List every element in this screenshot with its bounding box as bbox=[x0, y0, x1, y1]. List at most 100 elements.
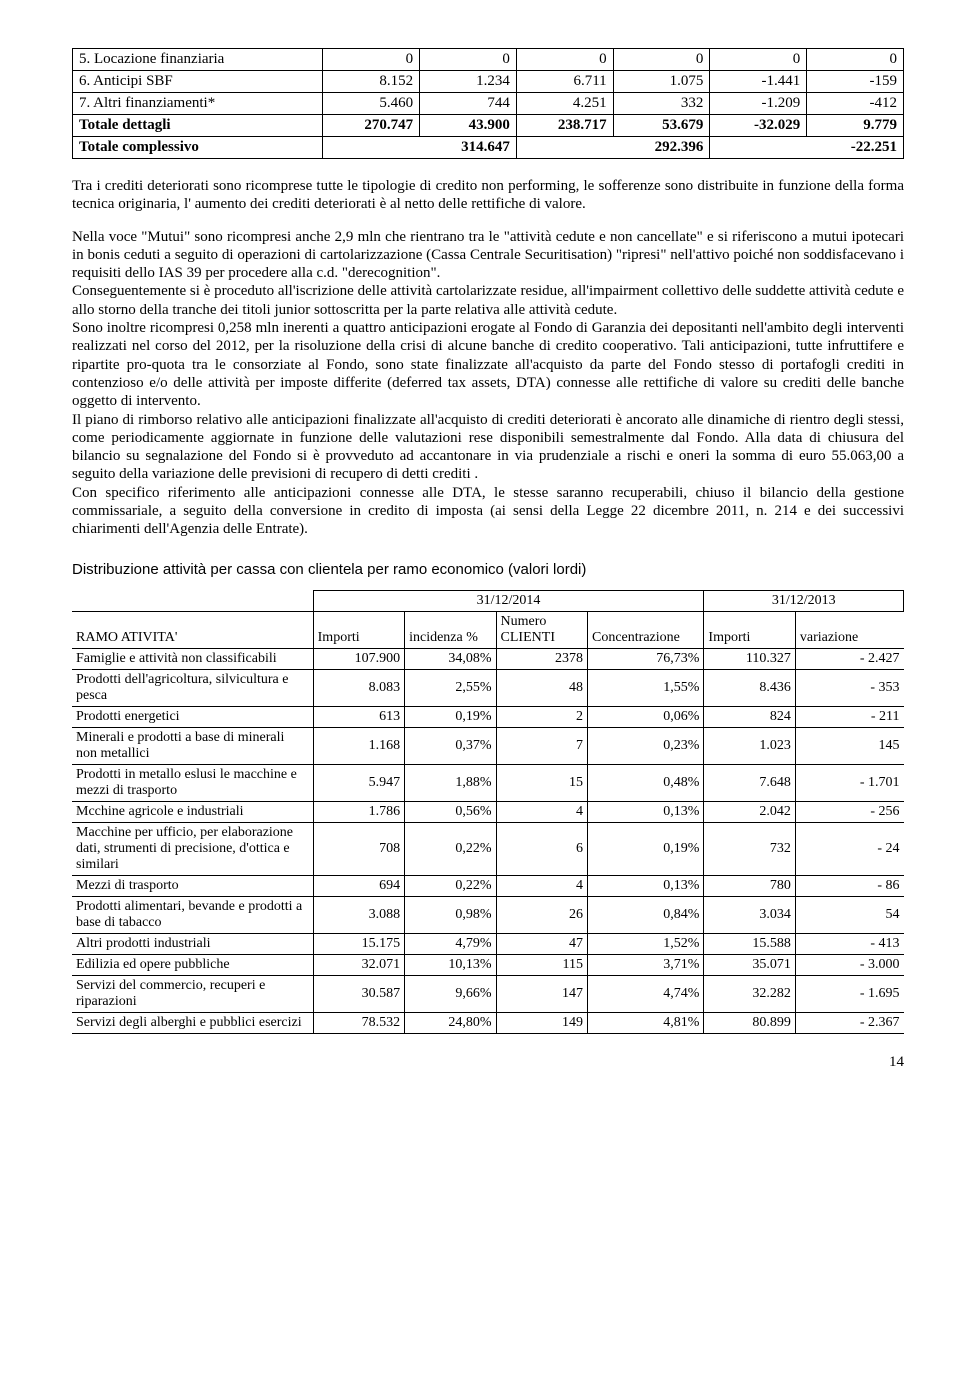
cell-value: 3,71% bbox=[588, 954, 704, 975]
cell-value: 0,56% bbox=[405, 801, 496, 822]
cell-value: - 1.701 bbox=[795, 764, 903, 801]
table-row: Prodotti energetici6130,19%20,06%824- 21… bbox=[72, 706, 904, 727]
cell-value: - 1.695 bbox=[795, 975, 903, 1012]
cell-value: 110.327 bbox=[704, 648, 795, 669]
header-concentrazione: Concentrazione bbox=[588, 611, 704, 648]
cell-value: 292.396 bbox=[516, 137, 710, 159]
paragraph-5: Il piano di rimborso relativo alle antic… bbox=[72, 411, 904, 484]
header-group-2013: 31/12/2013 bbox=[704, 590, 904, 611]
cell-value: 24,80% bbox=[405, 1012, 496, 1033]
cell-value: 694 bbox=[313, 875, 404, 896]
table-row: Mcchine agricole e industriali1.7860,56%… bbox=[72, 801, 904, 822]
table-row: 6. Anticipi SBF8.1521.2346.7111.075-1.44… bbox=[73, 71, 904, 93]
cell-label: Edilizia ed opere pubbliche bbox=[72, 954, 313, 975]
header-ramo: RAMO ATIVITA' bbox=[72, 611, 313, 648]
cell-value: 0,19% bbox=[588, 822, 704, 875]
cell-label: 5. Locazione finanziaria bbox=[73, 49, 323, 71]
table-row: 5. Locazione finanziaria000000 bbox=[73, 49, 904, 71]
cell-value: 4,79% bbox=[405, 933, 496, 954]
cell-label: Prodotti energetici bbox=[72, 706, 313, 727]
cell-value: - 413 bbox=[795, 933, 903, 954]
header-variazione: variazione bbox=[795, 611, 903, 648]
cell-label: Macchine per ufficio, per elaborazione d… bbox=[72, 822, 313, 875]
cell-value: 0 bbox=[323, 49, 420, 71]
table-distribution: 31/12/2014 31/12/2013 RAMO ATIVITA' Impo… bbox=[72, 590, 904, 1034]
cell-value: 6.711 bbox=[516, 71, 613, 93]
cell-value: - 24 bbox=[795, 822, 903, 875]
cell-value: 0,06% bbox=[588, 706, 704, 727]
cell-value: 78.532 bbox=[313, 1012, 404, 1033]
cell-value: 744 bbox=[420, 93, 517, 115]
cell-value: 824 bbox=[704, 706, 795, 727]
cell-label: Famiglie e attività non classificabili bbox=[72, 648, 313, 669]
cell-label: Totale dettagli bbox=[73, 115, 323, 137]
cell-value: -22.251 bbox=[710, 137, 904, 159]
cell-value: 0,22% bbox=[405, 822, 496, 875]
table-row: Servizi degli alberghi e pubblici eserci… bbox=[72, 1012, 904, 1033]
cell-label: 6. Anticipi SBF bbox=[73, 71, 323, 93]
cell-value: 15.175 bbox=[313, 933, 404, 954]
cell-value: 4,81% bbox=[588, 1012, 704, 1033]
cell-value: - 86 bbox=[795, 875, 903, 896]
cell-value: 0 bbox=[710, 49, 807, 71]
cell-value: - 211 bbox=[795, 706, 903, 727]
cell-value: -1.209 bbox=[710, 93, 807, 115]
cell-value: 0,22% bbox=[405, 875, 496, 896]
cell-value: 32.071 bbox=[313, 954, 404, 975]
cell-label: Prodotti in metallo eslusi le macchine e… bbox=[72, 764, 313, 801]
table-row: Totale dettagli270.74743.900238.71753.67… bbox=[73, 115, 904, 137]
cell-value: 1.075 bbox=[613, 71, 710, 93]
cell-value: 80.899 bbox=[704, 1012, 795, 1033]
cell-value: 145 bbox=[795, 727, 903, 764]
cell-value: 732 bbox=[704, 822, 795, 875]
cell-value: 314.647 bbox=[323, 137, 517, 159]
cell-value: 0,13% bbox=[588, 801, 704, 822]
cell-value: 1.234 bbox=[420, 71, 517, 93]
cell-value: - 353 bbox=[795, 669, 903, 706]
cell-value: 4.251 bbox=[516, 93, 613, 115]
cell-value: 0 bbox=[420, 49, 517, 71]
cell-label: Mcchine agricole e industriali bbox=[72, 801, 313, 822]
cell-value: 47 bbox=[496, 933, 587, 954]
cell-value: 34,08% bbox=[405, 648, 496, 669]
cell-value: 10,13% bbox=[405, 954, 496, 975]
cell-value: 7.648 bbox=[704, 764, 795, 801]
cell-value: 2 bbox=[496, 706, 587, 727]
header-clienti: Numero CLIENTI bbox=[496, 611, 587, 648]
cell-value: 53.679 bbox=[613, 115, 710, 137]
table-row: Minerali e prodotti a base di minerali n… bbox=[72, 727, 904, 764]
cell-value: -32.029 bbox=[710, 115, 807, 137]
header-importi: Importi bbox=[313, 611, 404, 648]
cell-value: 0,98% bbox=[405, 896, 496, 933]
cell-value: 708 bbox=[313, 822, 404, 875]
cell-value: 48 bbox=[496, 669, 587, 706]
cell-value: 26 bbox=[496, 896, 587, 933]
cell-label: Altri prodotti industriali bbox=[72, 933, 313, 954]
paragraph-3: Conseguentemente si è proceduto all'iscr… bbox=[72, 282, 904, 319]
table-row: Famiglie e attività non classificabili10… bbox=[72, 648, 904, 669]
cell-value: 6 bbox=[496, 822, 587, 875]
table-row: Altri prodotti industriali15.1754,79%471… bbox=[72, 933, 904, 954]
header-group-2014: 31/12/2014 bbox=[313, 590, 704, 611]
cell-value: 780 bbox=[704, 875, 795, 896]
cell-value: 0,84% bbox=[588, 896, 704, 933]
header-incidenza: incidenza % bbox=[405, 611, 496, 648]
table-row: Prodotti in metallo eslusi le macchine e… bbox=[72, 764, 904, 801]
cell-value: 0,23% bbox=[588, 727, 704, 764]
cell-value: -1.441 bbox=[710, 71, 807, 93]
cell-value: 30.587 bbox=[313, 975, 404, 1012]
cell-value: 147 bbox=[496, 975, 587, 1012]
paragraph-2: Nella voce "Mutui" sono ricompresi anche… bbox=[72, 228, 904, 283]
cell-value: 32.282 bbox=[704, 975, 795, 1012]
cell-value: 0,13% bbox=[588, 875, 704, 896]
cell-value: 9.779 bbox=[807, 115, 904, 137]
cell-value: 15 bbox=[496, 764, 587, 801]
table-detail-credits: 5. Locazione finanziaria0000006. Anticip… bbox=[72, 48, 904, 159]
cell-value: 0 bbox=[807, 49, 904, 71]
cell-value: 35.071 bbox=[704, 954, 795, 975]
cell-value: 149 bbox=[496, 1012, 587, 1033]
cell-value: 9,66% bbox=[405, 975, 496, 1012]
cell-value: 8.083 bbox=[313, 669, 404, 706]
cell-value: 613 bbox=[313, 706, 404, 727]
cell-value: 0 bbox=[613, 49, 710, 71]
